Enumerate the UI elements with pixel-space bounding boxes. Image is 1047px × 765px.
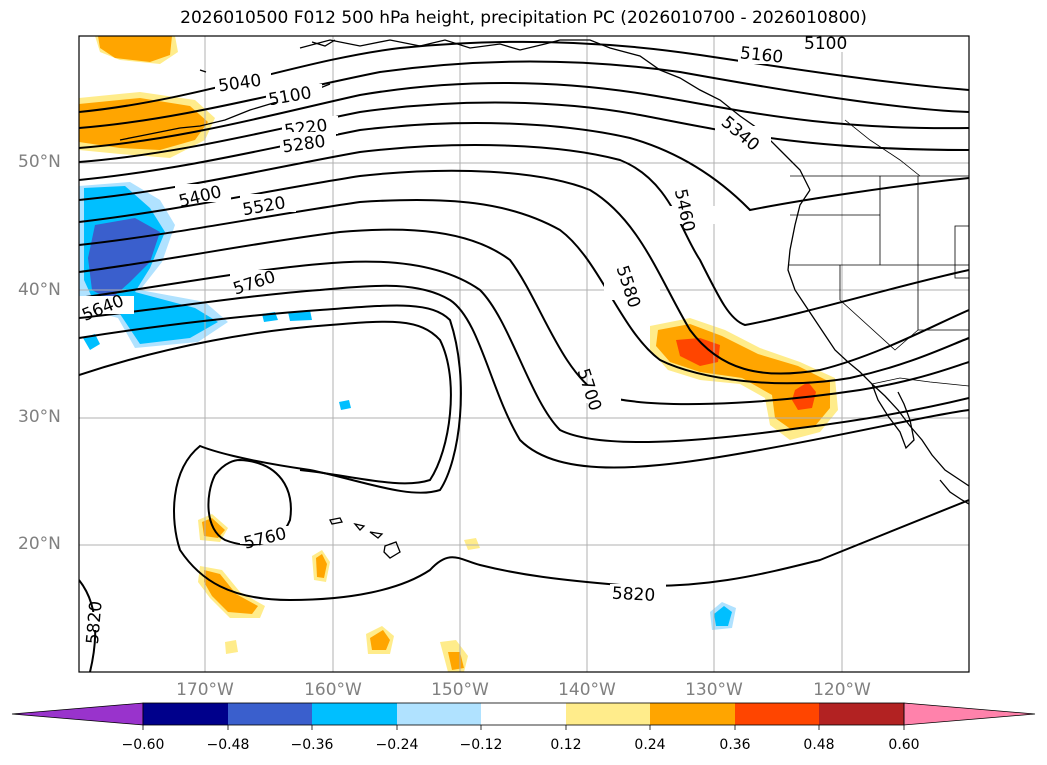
contour-label: 5100	[804, 34, 847, 54]
colorbar-segment	[228, 703, 312, 725]
baja-coastline	[871, 383, 915, 450]
lat-label-40n: 40°N	[18, 280, 61, 300]
height-contour-line	[79, 228, 969, 406]
contour-label-bg	[266, 84, 322, 102]
contour-label: 5820	[611, 584, 655, 606]
lon-label-120w: 120°W	[813, 680, 871, 700]
lon-label-140w: 140°W	[558, 680, 616, 700]
contour-label-bg	[280, 132, 336, 150]
precip-positive-area	[79, 98, 208, 150]
contour-label-bg	[240, 526, 296, 544]
height-contour-line	[79, 260, 969, 444]
contour-label-bg	[738, 46, 794, 64]
lon-label-170w: 170°W	[176, 680, 234, 700]
island-coastline	[311, 39, 336, 47]
colorbar-segment	[312, 703, 397, 725]
height-contour-line	[79, 198, 969, 385]
map-frame	[78, 35, 970, 673]
colorbar-segment	[566, 703, 650, 725]
colorbar-extend-low	[11, 702, 144, 726]
hawaii-island	[383, 541, 401, 559]
contour-label: 5160	[739, 43, 784, 67]
mexico-border	[871, 377, 969, 387]
alaska-canada-border	[844, 119, 921, 177]
contour-label-bg	[565, 385, 621, 403]
contour-label-bg	[610, 584, 666, 602]
colorbar-segment	[735, 703, 819, 725]
lat-label-20n: 20°N	[18, 534, 61, 554]
contour-label-bg	[230, 270, 286, 288]
precip-negative-area	[83, 334, 100, 350]
contour-label: 5460	[670, 187, 699, 233]
colorbar-segment	[650, 703, 735, 725]
state-border	[839, 265, 919, 351]
colorbar-extend-high	[903, 702, 1036, 726]
height-contours	[79, 40, 969, 672]
colorbar-tick-label: −0.36	[290, 737, 334, 753]
contour-label-bg	[604, 282, 660, 300]
colorbar-segment	[819, 703, 904, 725]
colorbar-tick-label: 0.24	[634, 737, 666, 753]
height-contour-line	[79, 122, 969, 212]
alaska-coastline	[299, 39, 811, 191]
height-contour-line	[79, 320, 452, 485]
lon-label-130w: 130°W	[685, 680, 743, 700]
colorbar-tick-label: −0.24	[375, 737, 419, 753]
precip-positive-area	[225, 640, 238, 654]
island-coastline	[199, 69, 207, 73]
lat-label-30n: 30°N	[18, 407, 61, 427]
colorbar-tick-label: 0.60	[888, 737, 920, 753]
precip-positive-area	[316, 554, 327, 578]
height-contour-line	[79, 101, 969, 163]
colorbar-tick-label: 0.48	[803, 737, 835, 753]
precip-positive-area	[464, 538, 480, 550]
lon-label-160w: 160°W	[304, 680, 362, 700]
height-contour-line	[79, 60, 969, 129]
lat-label-50n: 50°N	[18, 152, 61, 172]
contour-label: 5820	[83, 600, 107, 645]
map-title: 2026010500 F012 500 hPa height, precipit…	[180, 8, 867, 28]
height-contour-line	[207, 458, 292, 546]
precip-negative-area	[714, 606, 732, 626]
contour-label-bg	[282, 116, 338, 134]
contour-label-bg	[660, 206, 716, 224]
hawaii-island	[369, 531, 384, 539]
contour-label-bg	[800, 34, 858, 52]
precip-positive-area	[98, 36, 172, 62]
political-borders	[788, 119, 969, 387]
state-border	[917, 176, 969, 331]
contour-label-bg	[175, 184, 231, 202]
precip-negative-area	[88, 218, 160, 300]
colorbar-tick-label: 0.12	[550, 737, 582, 753]
colorbar-tick-label: −0.48	[206, 737, 250, 753]
colorbar-segment	[481, 703, 566, 725]
contour-label-bg	[78, 296, 134, 314]
height-contour-line	[79, 169, 969, 375]
colorbar-tick-label: −0.12	[459, 737, 503, 753]
precip-positive-area	[792, 382, 816, 410]
precip-positive-area	[676, 338, 720, 366]
colorbar-tick-label: 0.36	[719, 737, 751, 753]
height-contour-line	[79, 284, 969, 469]
colorbar-tick-label: −0.60	[121, 737, 165, 753]
height-contour-line	[79, 82, 969, 149]
precip-negative-area	[339, 400, 351, 410]
colorbar-segment	[143, 703, 228, 725]
contour-label-bg	[240, 194, 296, 212]
state-border	[954, 225, 969, 279]
hawaii-island	[353, 522, 366, 531]
contour-label-bg	[715, 126, 771, 144]
colorbar-segment	[397, 703, 481, 725]
height-contour-line	[79, 144, 969, 327]
west-coast-coastline	[787, 189, 969, 487]
hawaii-island	[329, 517, 343, 525]
colorbar	[11, 702, 1036, 730]
contour-label-bg	[215, 72, 271, 90]
colorbar-outline	[142, 702, 905, 726]
lon-label-150w: 150°W	[431, 680, 489, 700]
precip-positive-area	[370, 630, 390, 650]
